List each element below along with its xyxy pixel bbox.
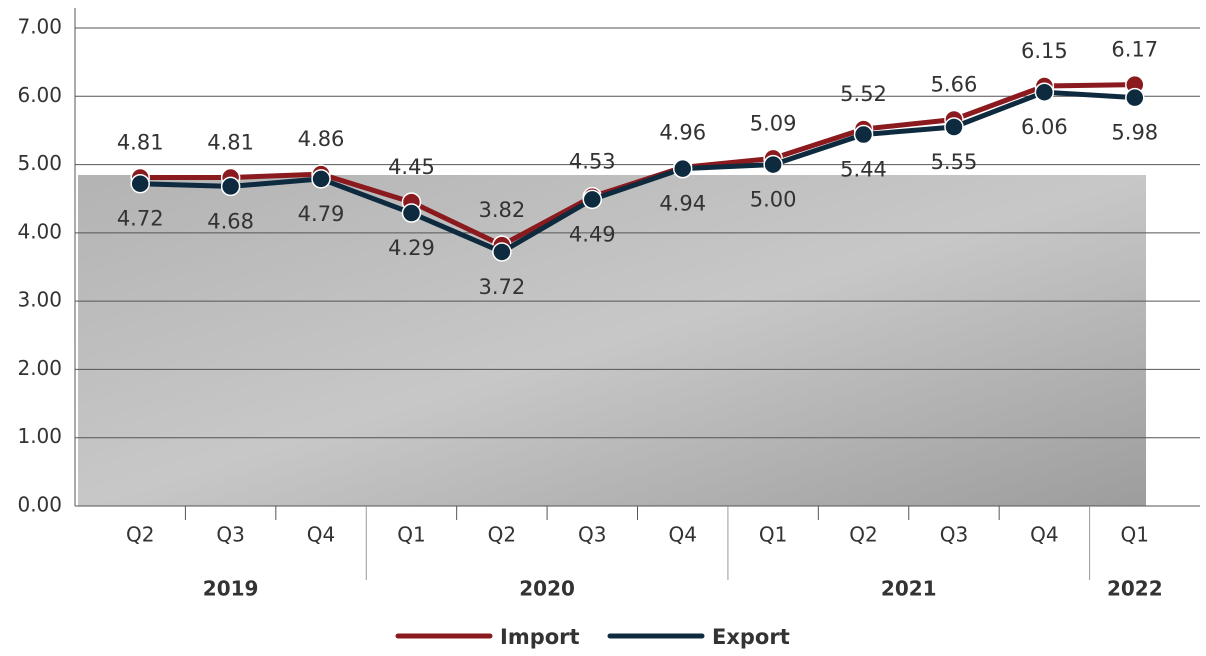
point	[311, 169, 331, 189]
value-label: 4.68	[207, 209, 254, 233]
point	[1125, 87, 1145, 108]
value-label: 4.81	[117, 131, 164, 155]
y-tick-label: 7.00	[17, 15, 62, 39]
legend-label: Import	[500, 625, 580, 649]
legend-label: Export	[712, 625, 790, 649]
x-tick-label: Q4	[668, 523, 696, 547]
x-tick-label: Q1	[1121, 523, 1149, 547]
point	[582, 189, 603, 210]
x-group-label: 2022	[1107, 577, 1163, 601]
point	[130, 173, 150, 194]
value-label: 5.09	[750, 111, 797, 135]
series-line	[140, 89, 1135, 255]
x-tick-label: Q1	[397, 523, 425, 547]
value-label: 5.98	[1111, 121, 1158, 145]
point	[492, 242, 512, 262]
value-label: 3.72	[478, 275, 525, 299]
value-label: 6.15	[1021, 39, 1068, 63]
x-tick-label: Q1	[759, 523, 787, 547]
x-group-label: 2020	[519, 577, 575, 601]
value-label: 5.52	[840, 82, 887, 106]
value-label: 4.94	[659, 192, 706, 216]
value-label: 4.79	[298, 202, 345, 226]
x-tick-label: Q2	[488, 523, 516, 547]
x-group-label: 2021	[881, 577, 937, 601]
value-label: 4.72	[117, 207, 164, 231]
value-label: 4.53	[569, 150, 616, 174]
value-label: 5.00	[750, 188, 797, 212]
x-group-label: 2019	[203, 577, 259, 601]
point	[763, 154, 783, 175]
value-label: 3.82	[478, 198, 525, 222]
y-tick-label: 1.00	[17, 424, 62, 448]
y-tick-label: 5.00	[17, 151, 62, 175]
point	[944, 117, 964, 137]
y-tick-label: 3.00	[17, 288, 62, 312]
value-label: 4.81	[207, 131, 254, 155]
y-tick-label: 2.00	[17, 356, 62, 380]
value-label: 5.66	[931, 73, 978, 97]
x-tick-label: Q2	[849, 523, 877, 547]
x-tick-label: Q3	[578, 523, 606, 547]
value-label: 5.55	[931, 150, 978, 174]
point	[853, 124, 874, 145]
point	[672, 158, 693, 179]
value-label: 4.29	[388, 236, 435, 260]
x-tick-label: Q4	[1030, 523, 1058, 547]
point	[1034, 82, 1055, 102]
background-photo	[78, 175, 1146, 506]
value-label: 4.49	[569, 222, 616, 246]
y-tick-label: 6.00	[17, 83, 62, 107]
value-label: 5.44	[840, 158, 887, 182]
value-label: 4.96	[659, 120, 706, 144]
value-label: 6.17	[1111, 38, 1158, 62]
y-tick-label: 0.00	[17, 493, 62, 517]
point	[401, 203, 422, 223]
value-label: 4.86	[298, 127, 345, 151]
x-tick-label: Q3	[216, 523, 244, 547]
value-label: 4.45	[388, 155, 435, 179]
y-tick-label: 4.00	[17, 219, 62, 243]
x-tick-label: Q4	[307, 523, 335, 547]
x-tick-label: Q2	[126, 523, 154, 547]
value-label: 6.06	[1021, 115, 1068, 139]
point	[220, 176, 241, 197]
x-tick-label: Q3	[940, 523, 968, 547]
